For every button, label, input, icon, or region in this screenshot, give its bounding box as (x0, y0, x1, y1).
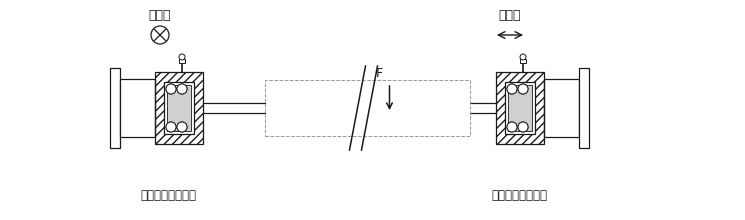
Bar (265, 80, 470, 136)
Bar (120, 79, 155, 137)
Circle shape (177, 122, 187, 132)
Text: 可動式: 可動式 (498, 9, 521, 22)
Circle shape (518, 84, 528, 94)
Bar (508, 85, 532, 131)
Circle shape (166, 122, 176, 132)
Bar (579, 68, 589, 148)
Bar (167, 85, 191, 131)
Circle shape (166, 84, 176, 94)
Bar (520, 59, 526, 63)
Circle shape (179, 54, 185, 60)
Bar (179, 59, 185, 63)
Circle shape (520, 54, 526, 60)
Circle shape (151, 26, 169, 44)
Circle shape (177, 122, 187, 132)
Bar (110, 68, 120, 148)
Circle shape (177, 84, 187, 94)
Bar (155, 72, 203, 144)
Bar (496, 72, 544, 144)
Circle shape (518, 84, 528, 94)
Circle shape (507, 84, 517, 94)
Circle shape (518, 122, 528, 132)
Circle shape (507, 122, 517, 132)
Circle shape (177, 84, 187, 94)
Bar (164, 82, 194, 134)
Circle shape (518, 122, 528, 132)
Text: ベアリングは可動: ベアリングは可動 (491, 189, 547, 202)
Text: ベアリングは固定: ベアリングは固定 (140, 189, 196, 202)
Text: F: F (376, 67, 383, 80)
Circle shape (166, 122, 176, 132)
Text: 固定式: 固定式 (148, 9, 171, 22)
Bar (505, 82, 535, 134)
Circle shape (507, 122, 517, 132)
Bar (544, 79, 579, 137)
Circle shape (166, 84, 176, 94)
Circle shape (507, 84, 517, 94)
